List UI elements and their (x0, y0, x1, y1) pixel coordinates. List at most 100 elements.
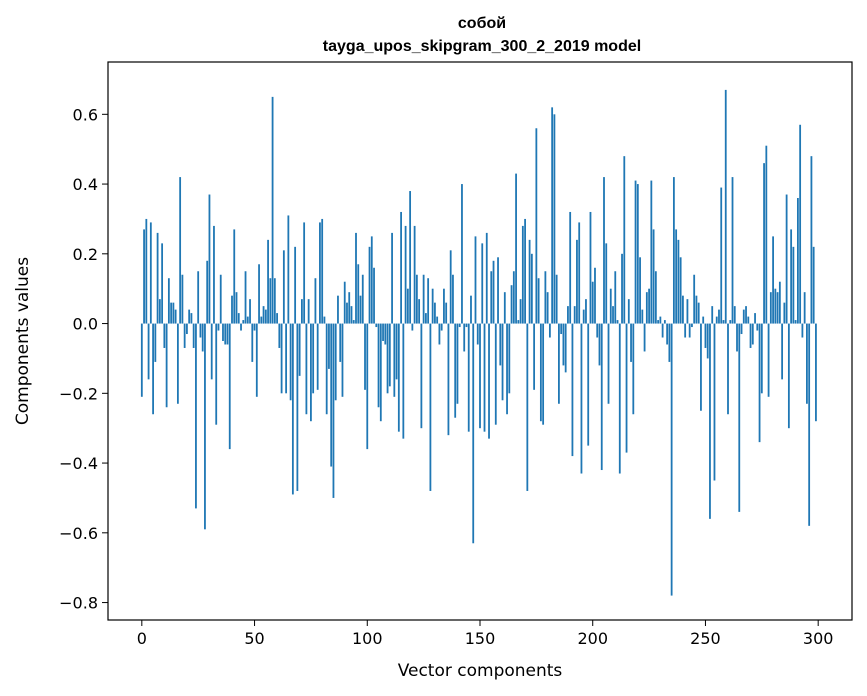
bar (729, 320, 732, 324)
bar (404, 225, 407, 324)
y-tick-label: 0.2 (73, 245, 98, 264)
bar (280, 323, 283, 394)
bar (815, 323, 817, 422)
bar (323, 316, 326, 324)
bar (458, 323, 461, 328)
bar (154, 323, 157, 362)
bar (515, 173, 517, 324)
bar (226, 323, 229, 345)
bar (222, 323, 224, 341)
bar (298, 323, 301, 376)
bar (720, 187, 723, 324)
bar (772, 236, 774, 324)
bar (382, 323, 384, 341)
bar (397, 323, 400, 432)
bar (167, 278, 170, 324)
bar (693, 274, 696, 324)
bar (778, 281, 781, 324)
bar (244, 271, 247, 324)
x-axis: 0 50 100 150 200 250 300 (137, 620, 833, 648)
bar (636, 184, 639, 324)
bar (271, 96, 274, 324)
x-tick-label: 150 (465, 629, 496, 648)
bar (803, 292, 806, 324)
bar (285, 323, 288, 394)
bar (709, 323, 711, 519)
bar (747, 316, 750, 324)
bar (190, 313, 193, 324)
bar (413, 225, 416, 324)
bar (303, 222, 306, 324)
bar (305, 323, 308, 415)
bar (776, 292, 779, 324)
bar (388, 323, 391, 387)
bar (395, 323, 398, 380)
bar (260, 316, 263, 324)
bar (499, 323, 502, 366)
bar (517, 320, 520, 324)
bar (727, 323, 729, 415)
bar (391, 232, 393, 324)
bar (501, 323, 504, 401)
bar (763, 163, 765, 324)
bar (452, 274, 454, 324)
bar (571, 323, 574, 457)
bar (481, 243, 484, 324)
bar (485, 232, 488, 324)
bar (145, 218, 148, 324)
bar (564, 323, 567, 373)
bar (449, 250, 452, 324)
bar (614, 271, 617, 324)
bar (546, 292, 549, 324)
bar (370, 236, 373, 324)
bar (706, 323, 709, 359)
bar (461, 184, 463, 324)
bar (352, 320, 355, 324)
bar (751, 323, 754, 345)
bar (510, 285, 513, 324)
bar (300, 299, 303, 324)
bar (792, 246, 795, 324)
bar (756, 323, 759, 331)
bar (537, 278, 540, 324)
bar (672, 177, 675, 324)
bar (688, 323, 691, 338)
bar (143, 229, 145, 324)
bar (359, 295, 362, 324)
bar (587, 323, 590, 446)
bar (312, 323, 315, 394)
bar (781, 323, 784, 380)
bar (204, 323, 206, 530)
bar (213, 225, 215, 324)
bar (165, 323, 168, 408)
bar (291, 323, 294, 495)
bar (330, 323, 333, 467)
bar (796, 198, 799, 324)
bar (740, 323, 743, 335)
bar (738, 323, 741, 512)
bar (675, 229, 678, 324)
bar (533, 323, 536, 390)
bar (704, 323, 707, 348)
bar (253, 323, 256, 331)
bar (684, 323, 687, 338)
bar (544, 271, 547, 324)
bar (366, 323, 369, 450)
bar (648, 288, 650, 324)
bar (490, 271, 493, 324)
bar (443, 288, 445, 324)
bar (578, 222, 581, 324)
bar (758, 323, 761, 443)
bar (670, 323, 673, 596)
bar (609, 288, 612, 324)
bar (249, 299, 251, 324)
bar (600, 323, 603, 471)
bar (483, 323, 486, 432)
bar (377, 323, 380, 408)
bar (553, 114, 556, 324)
y-tick-label: −0.2 (59, 384, 98, 403)
bar (176, 323, 179, 404)
bar (742, 309, 745, 324)
bar (463, 323, 466, 352)
bar (625, 323, 628, 453)
